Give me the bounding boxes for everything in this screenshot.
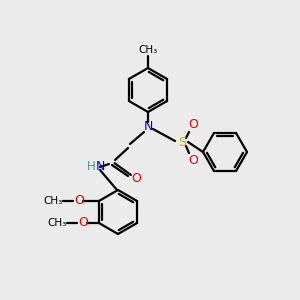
Text: O: O bbox=[188, 154, 198, 167]
Text: S: S bbox=[178, 136, 186, 148]
Text: O: O bbox=[78, 217, 88, 230]
Text: O: O bbox=[74, 194, 84, 208]
Text: CH₃: CH₃ bbox=[47, 218, 67, 228]
Text: CH₃: CH₃ bbox=[43, 196, 63, 206]
Text: N: N bbox=[95, 160, 105, 172]
Text: N: N bbox=[143, 121, 153, 134]
Text: O: O bbox=[131, 172, 141, 185]
Text: CH₃: CH₃ bbox=[138, 45, 158, 55]
Text: O: O bbox=[188, 118, 198, 131]
Text: H: H bbox=[87, 160, 95, 172]
